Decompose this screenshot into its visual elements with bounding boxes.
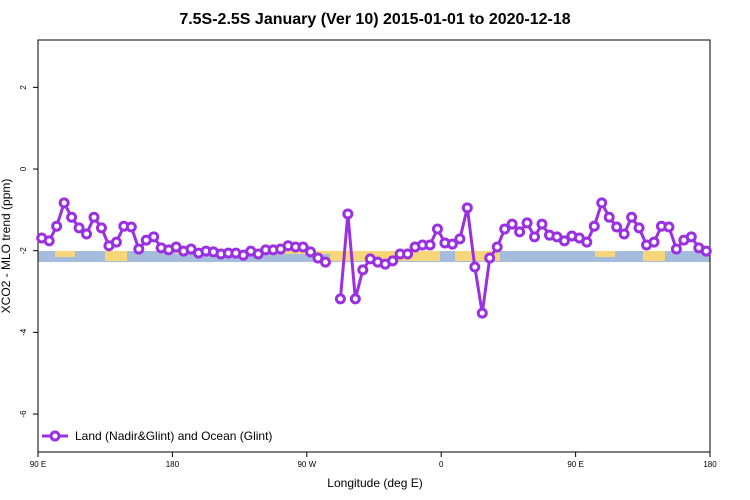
data-point — [514, 226, 526, 238]
chart-title: 7.5S-2.5S January (Ver 10) 2015-01-01 to… — [179, 11, 570, 28]
data-point — [476, 307, 488, 319]
data-point — [133, 243, 145, 255]
legend: Land (Nadir&Glint) and Ocean (Glint) — [42, 429, 272, 443]
x-tick-label: 90 E — [567, 460, 583, 469]
y-tick-label: -2 — [19, 247, 28, 255]
data-point — [424, 239, 436, 251]
data-point — [648, 236, 660, 248]
y-tick-label: -4 — [19, 328, 28, 336]
data-point — [58, 197, 70, 209]
data-point — [446, 238, 458, 250]
land-patch — [643, 251, 665, 261]
data-point — [521, 217, 533, 229]
data-point — [633, 222, 645, 234]
x-tick-label: 0 — [439, 460, 444, 469]
data-point — [491, 241, 503, 253]
data-point — [334, 293, 346, 305]
data-point — [454, 233, 466, 245]
data-point — [618, 228, 630, 240]
data-point — [469, 261, 481, 273]
data-point — [461, 202, 473, 214]
data-point — [499, 223, 511, 235]
data-point — [484, 252, 496, 264]
data-point — [349, 293, 361, 305]
land-patch — [330, 251, 440, 261]
data-point — [387, 255, 399, 267]
data-point — [506, 218, 518, 230]
data-point — [88, 211, 100, 223]
x-tick-label: 180 — [703, 460, 717, 469]
y-tick-label: 2 — [19, 85, 28, 90]
data-point — [148, 231, 160, 243]
data-point — [626, 211, 638, 223]
data-point — [51, 220, 63, 232]
legend-label: Land (Nadir&Glint) and Ocean (Glint) — [75, 429, 272, 443]
data-point — [81, 228, 93, 240]
data-point — [588, 220, 600, 232]
y-tick-label: -6 — [19, 410, 28, 418]
land-patch — [455, 251, 500, 261]
data-point — [700, 245, 712, 257]
land-patch — [105, 251, 127, 261]
x-tick-label: 90 W — [297, 460, 316, 469]
plot-frame — [37, 39, 711, 453]
data-point — [431, 223, 443, 235]
data-point — [43, 235, 55, 247]
data-point — [596, 197, 608, 209]
x-axis-title: Longitude (deg E) — [327, 476, 422, 490]
data-point — [357, 264, 369, 276]
data-point — [110, 236, 122, 248]
data-point — [73, 222, 85, 234]
data-point — [529, 231, 541, 243]
y-tick-label: 0 — [19, 166, 28, 171]
y-axis-title: XCO2 - MLO trend (ppm) — [0, 179, 13, 314]
land-patch — [55, 251, 75, 257]
data-point — [125, 221, 137, 233]
data-point — [342, 208, 354, 220]
data-point — [319, 256, 331, 268]
land-patch — [595, 251, 615, 257]
data-point — [603, 211, 615, 223]
data-point — [536, 218, 548, 230]
data-point — [685, 231, 697, 243]
data-point — [663, 221, 675, 233]
data-point — [402, 248, 414, 260]
data-point — [305, 246, 317, 258]
data-point — [581, 236, 593, 248]
data-point — [66, 211, 78, 223]
x-tick-label: 180 — [166, 460, 180, 469]
data-point — [95, 222, 107, 234]
data-point — [670, 243, 682, 255]
x-tick-label: 90 E — [30, 460, 46, 469]
data-point — [558, 235, 570, 247]
data-point — [611, 221, 623, 233]
data-point — [297, 241, 309, 253]
legend-marker — [49, 430, 61, 442]
